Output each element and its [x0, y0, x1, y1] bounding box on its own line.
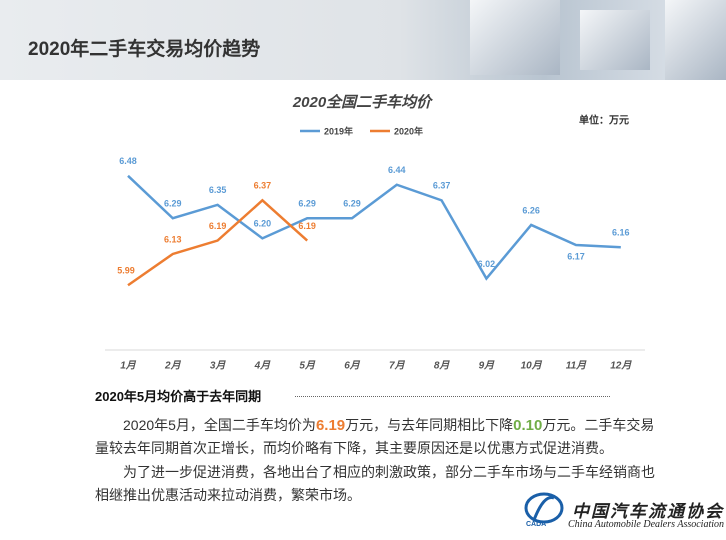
x-tick-label: 12月 [610, 360, 632, 372]
data-label: 6.16 [612, 228, 630, 238]
divider [295, 396, 610, 397]
text: 万元，与去年同期相比下降 [345, 417, 514, 433]
x-tick-label: 2月 [164, 360, 182, 372]
decor [580, 10, 650, 70]
logo-name-en: China Automobile Dealers Association [568, 519, 725, 530]
highlight: 0.10 [513, 417, 543, 434]
x-tick-label: 4月 [254, 360, 272, 372]
paragraph: 为了进一步促进消费，各地出台了相应的刺激政策，部分二手车市场与二手车经销商也相继… [95, 464, 655, 503]
data-label: 6.26 [522, 205, 540, 215]
data-label: 6.29 [298, 199, 316, 209]
x-tick-label: 10月 [521, 360, 543, 372]
line [127, 198, 309, 287]
legend-label: 2020年 [394, 125, 423, 136]
header: 2020年二手车交易均价趋势 [0, 0, 726, 80]
logo-name: 中国汽车流通协会 [572, 502, 724, 521]
data-label: 6.20 [254, 219, 272, 229]
text: 2020年5月，全国二手车均价为 [123, 417, 316, 433]
x-tick-label: 5月 [299, 360, 316, 372]
data-label: 6.19 [298, 221, 316, 231]
data-label: 6.02 [478, 259, 496, 269]
unit-label: 单位：万元 [579, 114, 629, 127]
data-label: 6.35 [209, 185, 227, 195]
legend-label: 2019年 [324, 125, 353, 136]
text: 万元。二手车交易量较去年同期首次正增长，而均价略有下降，其主要原因还是以优惠方式… [95, 417, 655, 456]
chart: 2020全国二手车均价 单位：万元 1月 2月 3月 4月 5月 6月 7月 8月 9月 10月 1… [105, 93, 645, 372]
data-label: 6.29 [164, 199, 182, 209]
data-label: 6.13 [164, 234, 182, 244]
logo-abbr: CADA [526, 521, 547, 528]
data-label: 6.29 [343, 199, 361, 209]
section-heading: 2020年5月均价高于去年同期 [95, 389, 262, 404]
data-label: 6.19 [209, 221, 227, 231]
x-tick-label: 6月 [344, 360, 361, 372]
highlight: 6.19 [315, 417, 346, 434]
logo-icon [524, 492, 564, 524]
x-tick-label: 9月 [479, 360, 496, 372]
chart-title: 2020全国二手车均价 [292, 93, 433, 111]
paragraph: 2020年5月，全国二手车均价为6.19万元，与去年同期相比下降0.10万元。二… [95, 414, 655, 460]
data-label: 6.37 [433, 181, 451, 191]
x-tick-label: 8月 [434, 360, 451, 372]
data-label: 6.48 [119, 156, 137, 166]
data-label: 6.37 [254, 181, 272, 191]
header-title: 2020年二手车交易均价趋势 [28, 39, 261, 60]
data-label: 6.44 [388, 165, 406, 175]
x-tick-label: 7月 [389, 360, 406, 372]
x-tick-label: 3月 [210, 360, 227, 372]
decor [665, 0, 726, 80]
data-label: 5.99 [117, 266, 135, 276]
data-label: 6.17 [567, 251, 585, 261]
decor [470, 0, 560, 75]
line [127, 174, 621, 281]
x-tick-label: 1月 [120, 360, 137, 372]
x-tick-label: 11月 [566, 360, 587, 372]
